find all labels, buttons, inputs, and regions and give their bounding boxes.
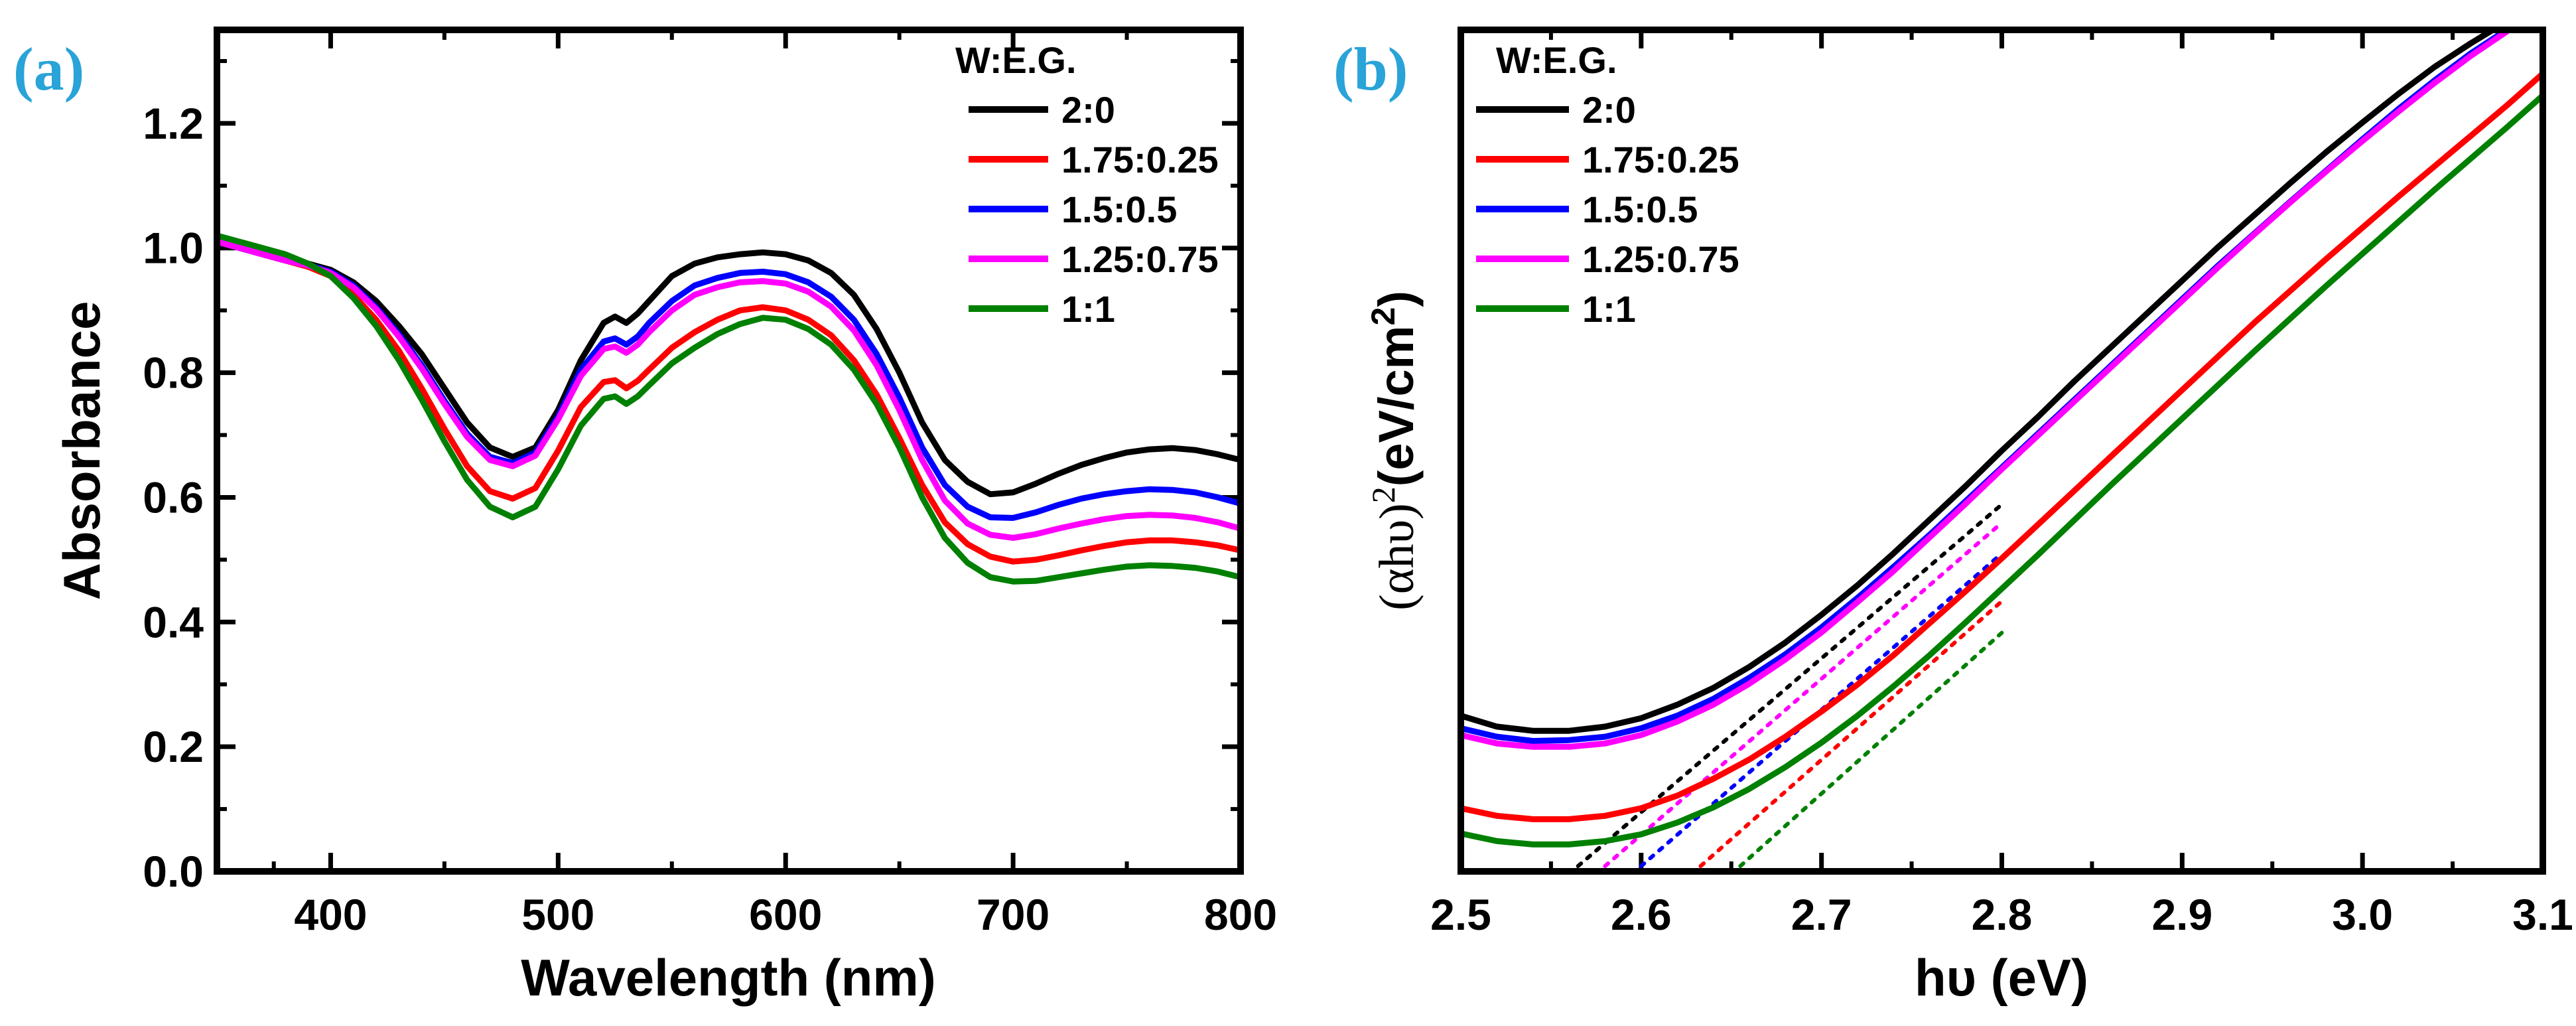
panel-b-legend-title: W:E.G.	[1496, 39, 1617, 81]
panel-b-xlabel: hυ (eV)	[1915, 948, 2088, 1007]
x-tick-label: 600	[749, 890, 822, 939]
legend-label: 1.25:0.75	[1061, 238, 1219, 280]
x-tick-label: 3.1	[2512, 890, 2573, 939]
y-tick-label: 0.8	[143, 348, 204, 398]
panel-b-tauc-chart: 2.5 2.6 2.7 2.8 2.9 3.0 3.1 hυ (eV) (αhυ)2(eV/…	[1365, 27, 2573, 1007]
panel-a-absorbance-chart: 400 500 600 700 800 0.0 0.2 0.4 0.6 0.8 1.0 1.2 Wav…	[52, 27, 1277, 1007]
y-tick-label: 1.2	[143, 99, 204, 148]
panel-a-label: (a)	[13, 35, 84, 103]
panel-a-tick-labels: 400 500 600 700 800 0.0 0.2 0.4 0.6 0.8 1.0 1.2	[143, 99, 1277, 939]
series-line-5	[1461, 93, 2543, 847]
panel-b-series	[1461, 30, 2543, 868]
x-tick-label: 3.0	[2332, 890, 2393, 939]
x-tick-label: 2.7	[1791, 890, 1852, 939]
tauc-fit-line	[1603, 520, 2004, 868]
x-tick-label: 2.6	[1611, 890, 1672, 939]
legend-label: 1.5:0.5	[1061, 188, 1177, 230]
series-line-2	[217, 238, 1241, 565]
legend-label: 1.75:0.25	[1582, 139, 1739, 181]
y-tick-label: 0.2	[143, 722, 204, 771]
legend-label: 1.75:0.25	[1061, 139, 1219, 181]
panel-b-frame	[1457, 27, 2546, 875]
tauc-fit-line	[1698, 599, 2004, 868]
x-tick-label: 2.8	[1972, 890, 2033, 939]
panel-a-legend: W:E.G. 2:0 1.75:0.25 1.5:0.5 1.25:0.75 1:1	[955, 39, 1219, 330]
x-tick-label: 2.5	[1430, 890, 1491, 939]
panel-b-label: (b)	[1333, 35, 1408, 103]
series-line-2	[1461, 71, 2543, 822]
series-line-1	[1461, 30, 2499, 734]
series-line-1	[217, 238, 1241, 498]
panel-a-xlabel: Wavelength (nm)	[521, 948, 935, 1007]
legend-label: 1.25:0.75	[1582, 238, 1739, 280]
y-tick-label: 0.4	[143, 597, 204, 646]
panel-a-legend-title: W:E.G.	[955, 39, 1077, 81]
series-line-5	[217, 232, 1241, 585]
series-line-4	[1461, 30, 2515, 750]
legend-label: 1:1	[1061, 288, 1115, 330]
x-tick-label: 800	[1204, 890, 1277, 939]
tauc-fit-line	[1738, 630, 2004, 868]
legend-label: 2:0	[1582, 89, 1636, 131]
panel-b-ylabel: (αhυ)2(eV/cm2)	[1365, 291, 1424, 611]
y-tick-label: 0.0	[143, 847, 204, 896]
series-line-4	[217, 238, 1241, 541]
panel-a-frame	[214, 27, 1244, 875]
panel-b-legend: W:E.G. 2:0 1.75:0.25 1.5:0.5 1.25:0.75 1:1	[1476, 39, 1739, 330]
tauc-fit-line	[1576, 502, 2004, 868]
panel-a-series	[217, 232, 1241, 585]
x-tick-label: 2.9	[2151, 890, 2212, 939]
legend-label: 1:1	[1582, 288, 1636, 330]
x-tick-label: 400	[294, 890, 367, 939]
y-tick-label: 1.0	[143, 224, 204, 273]
legend-label: 1.5:0.5	[1582, 188, 1698, 230]
legend-label: 2:0	[1061, 89, 1115, 131]
panel-b-tick-labels: 2.5 2.6 2.7 2.8 2.9 3.0 3.1	[1430, 890, 2573, 939]
panel-a-ylabel: Absorbance	[52, 301, 111, 601]
y-tick-label: 0.6	[143, 473, 204, 522]
x-tick-label: 700	[977, 890, 1050, 939]
x-tick-label: 500	[521, 890, 594, 939]
